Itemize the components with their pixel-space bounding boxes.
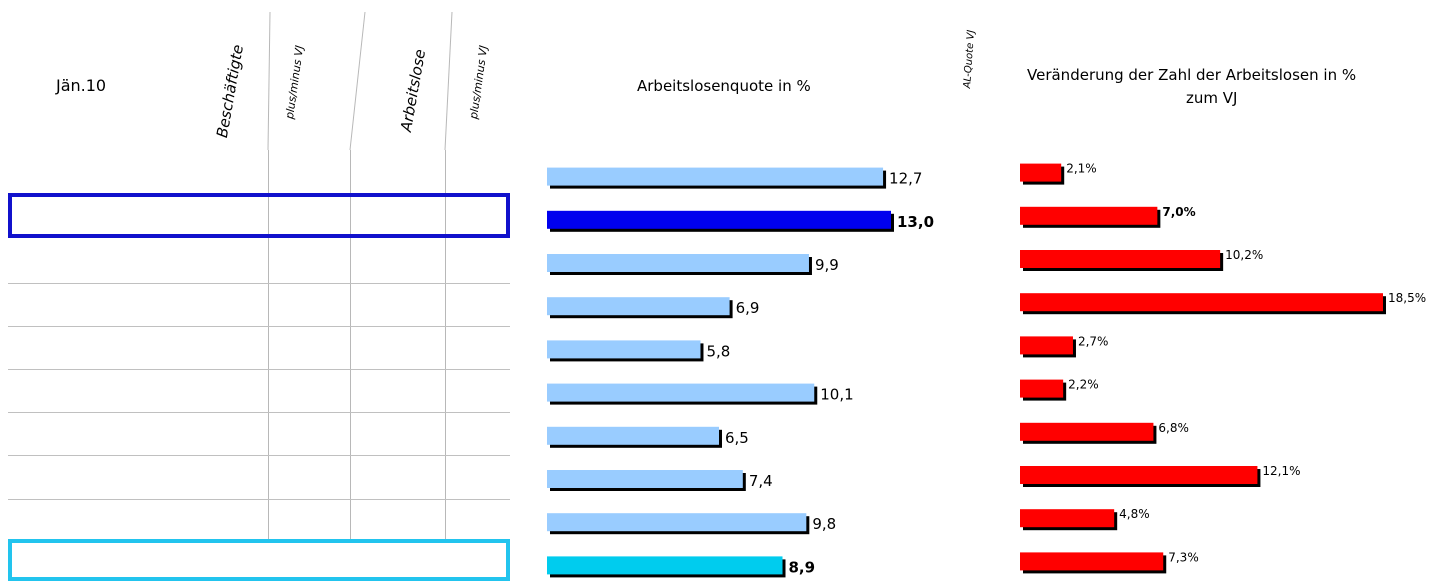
change-chart-title-line2: zum VJ	[1186, 89, 1238, 107]
quota-bar-label: 8,9	[789, 558, 816, 576]
grid-hline	[8, 412, 510, 413]
change-bar	[1020, 250, 1221, 268]
change-bar	[1020, 466, 1258, 484]
change-bar-label: 2,1%	[1066, 162, 1097, 176]
quota-bar	[547, 513, 807, 532]
quota-bar-label: 12,7	[889, 170, 922, 188]
highlight-box-kaernten	[8, 193, 510, 238]
quota-bar	[547, 340, 701, 359]
quota-bar-label: 9,9	[815, 256, 839, 274]
quota-bar	[547, 167, 884, 186]
quota-bar-label: 7,4	[749, 472, 773, 490]
change-bar-label: 7,0%	[1162, 205, 1195, 219]
quota-bar-label: 10,1	[820, 386, 853, 404]
quota-bar	[547, 297, 730, 316]
change-bar	[1020, 163, 1062, 182]
grid-hline	[8, 455, 510, 456]
quota-bar-label: 6,9	[736, 299, 760, 317]
change-bar	[1020, 509, 1115, 528]
grid-vline	[268, 150, 269, 539]
grid-hline	[8, 499, 510, 500]
change-bar	[1020, 336, 1073, 355]
quota-bar	[547, 254, 809, 272]
change-bar-label: 2,7%	[1078, 334, 1109, 348]
grid-vline	[445, 150, 446, 539]
quota-bar	[547, 470, 743, 488]
grid-hline	[8, 283, 510, 284]
quota-bar	[547, 210, 891, 229]
change-bar	[1020, 379, 1064, 398]
grid-hline	[8, 326, 510, 327]
change-bar-label: 18,5%	[1388, 291, 1426, 305]
change-bar-label: 7,3%	[1168, 550, 1199, 564]
quota-bar	[547, 383, 815, 402]
change-bar-label: 2,2%	[1068, 378, 1099, 392]
quota-bar-label: 5,8	[706, 342, 730, 360]
quota-bar-label: 6,5	[725, 429, 749, 447]
month-label: Jän.10	[56, 76, 107, 95]
quota-bar	[547, 556, 783, 575]
highlight-box-oesterreich	[8, 539, 510, 581]
quota-bar-label: 13,0	[897, 213, 934, 231]
change-bar	[1020, 422, 1154, 441]
change-bar	[1020, 552, 1164, 571]
change-bar-label: 4,8%	[1119, 507, 1150, 521]
change-chart-title-line1: Veränderung der Zahl der Arbeitslosen in…	[1027, 66, 1357, 84]
grid-vline	[350, 150, 351, 539]
change-bar	[1020, 206, 1158, 225]
change-bar-label: 12,1%	[1262, 464, 1300, 478]
quota-chart-title: Arbeitslosenquote in %	[637, 77, 811, 95]
grid-hline	[8, 369, 510, 370]
quota-bar-label: 9,8	[812, 515, 836, 533]
change-bar-label: 10,2%	[1225, 248, 1263, 262]
quota-bar	[547, 426, 719, 445]
change-bar	[1020, 293, 1383, 312]
change-bar-label: 6,8%	[1158, 421, 1189, 435]
